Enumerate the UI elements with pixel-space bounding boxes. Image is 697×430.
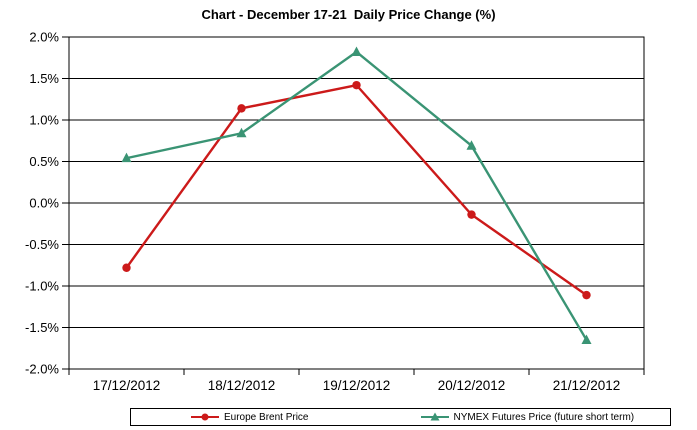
svg-text:18/12/2012: 18/12/2012 [208,378,276,393]
legend-item-nymex-futures-price: NYMEX Futures Price (future short term) [420,411,635,423]
legend-label-nymex-futures-price: NYMEX Futures Price (future short term) [453,411,635,423]
plot-area: 2.0% 1.5% 1.0% 0.5% 0.0% -0.5% -1.0% -1.5% -2.0%… [25,30,645,393]
svg-text:21/12/2012: 21/12/2012 [553,378,621,393]
legend-label-europe-brent-price: Europe Brent Price [224,411,309,423]
legend: Europe Brent Price NYMEX Futures Price (… [130,408,671,426]
svg-text:-0.5%: -0.5% [25,237,59,252]
svg-text:0.0%: 0.0% [29,196,59,211]
nymex-line-triangle-marker-icon [420,412,449,421]
svg-text:1.0%: 1.0% [29,113,59,128]
svg-text:2.0%: 2.0% [29,30,59,45]
chart-title: Chart - December 17-21 Daily Price Chang… [201,7,496,22]
svg-text:-1.5%: -1.5% [25,320,59,335]
svg-text:20/12/2012: 20/12/2012 [438,378,506,393]
svg-text:0.5%: 0.5% [29,154,59,169]
svg-text:1.5%: 1.5% [29,71,59,86]
legend-item-europe-brent-price: Europe Brent Price [191,412,309,423]
svg-text:17/12/2012: 17/12/2012 [93,378,161,393]
svg-text:19/12/2012: 19/12/2012 [323,378,391,393]
svg-text:-2.0%: -2.0% [25,362,59,377]
svg-text:-1.0%: -1.0% [25,279,59,294]
brent-line-circle-marker-icon [191,413,219,421]
